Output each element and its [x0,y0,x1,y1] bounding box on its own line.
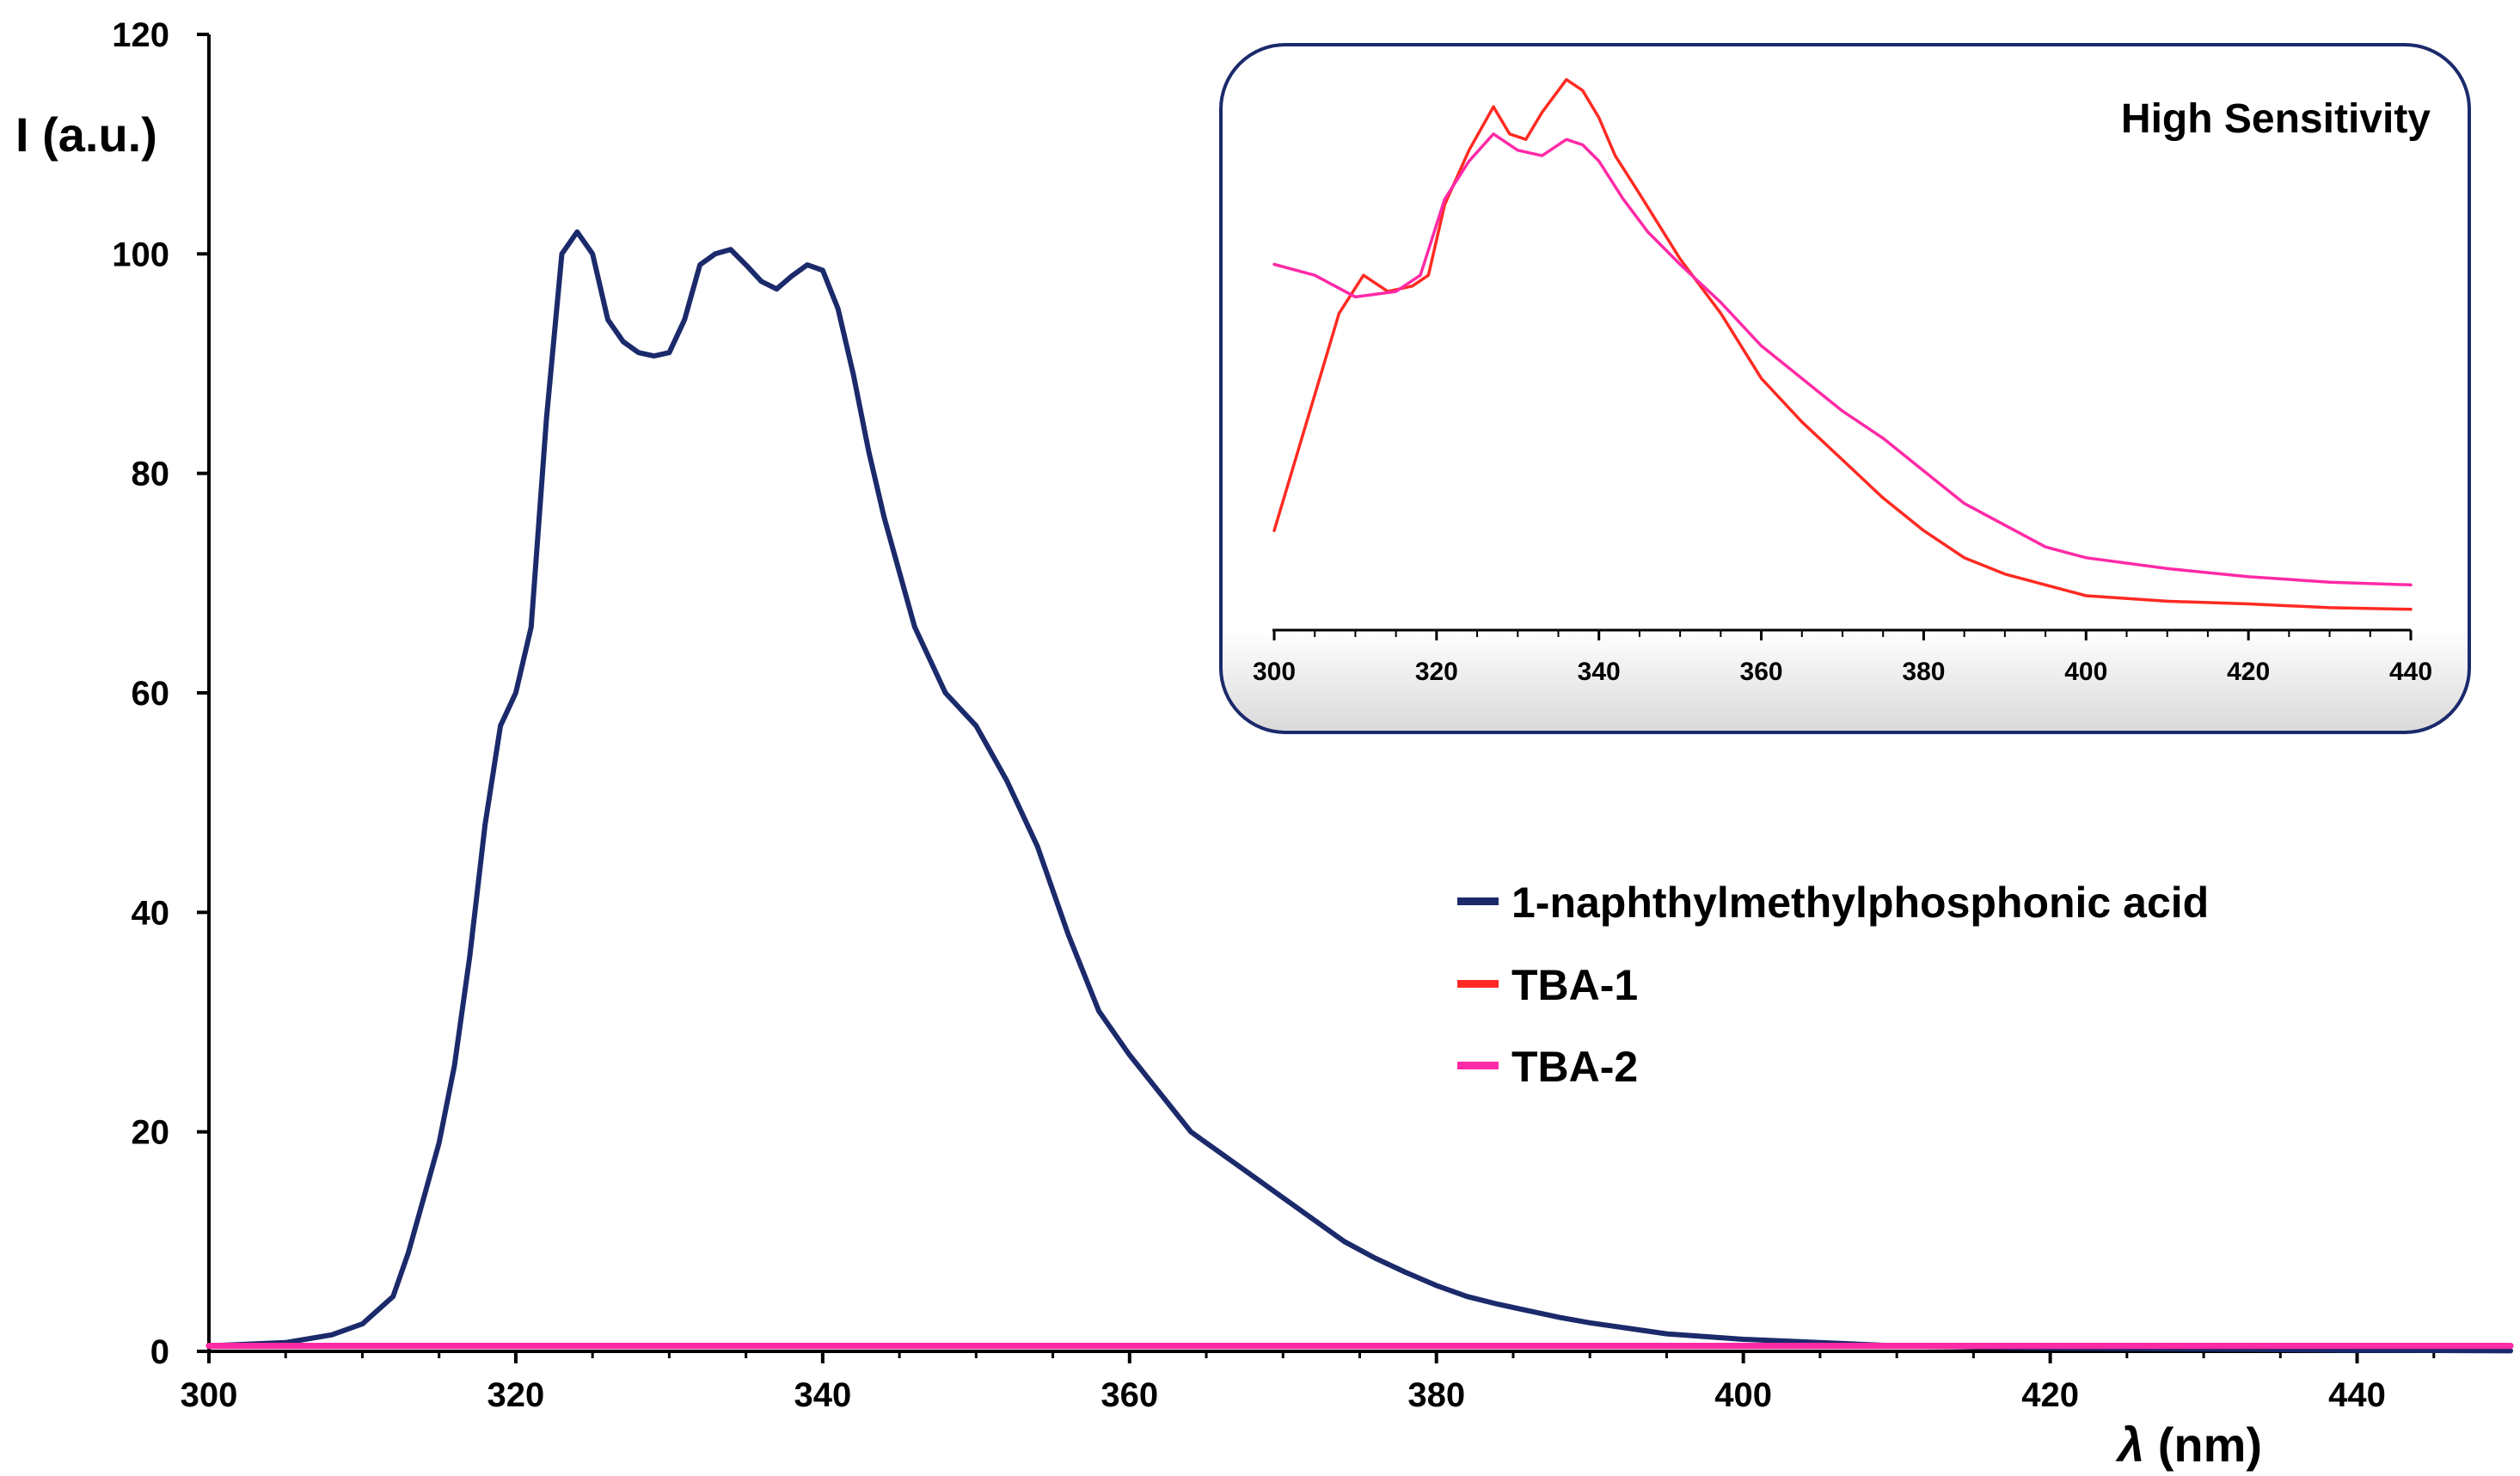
legend-swatch-tba2 [1457,1062,1499,1069]
x-tick-label-380: 380 [1407,1376,1465,1414]
x-tick-label-320: 320 [487,1376,545,1414]
inset-x-tick-label-300: 300 [1253,658,1296,686]
main-y-ticks: 0 20 40 60 80 100 120 [112,16,209,1371]
inset-series [1272,77,2413,611]
inset-x-ticks: 300 320 340 360 380 400 420 440 [1253,630,2432,686]
inset-x-tick-label-380: 380 [1902,658,1945,686]
legend: 1-naphthylmethylphosphonic acid TBA-1 TB… [1457,879,2209,1091]
y-tick-label-80: 80 [132,456,170,493]
y-axis-title: I (a.u.) [15,107,157,162]
main-series [205,229,2514,1354]
inset-x-tick-label-340: 340 [1578,658,1621,686]
inset-x-tick-label-360: 360 [1740,658,1783,686]
y-tick-label-100: 100 [112,236,169,273]
legend-label-tba1: TBA-1 [1511,961,1638,1009]
legend-swatch-naphthyl [1457,897,1499,905]
inset-panel: High Sensitivity 300 320 340 360 380 400 420 44… [1219,43,2471,734]
y-tick-label-60: 60 [132,675,170,713]
inset-series-line-tba-2 [1272,132,2413,587]
inset-x-tick-label-440: 440 [2389,658,2432,686]
x-axis-title: λ (nm) [2115,1418,2262,1472]
main-plot: 0 20 40 60 80 100 120 300 320 340 360 380 400 420 440… [15,16,2514,1472]
x-tick-label-420: 420 [2021,1376,2079,1414]
y-tick-label-40: 40 [132,894,170,932]
legend-label-tba2: TBA-2 [1511,1043,1638,1091]
series-line-1-naphthylmethylphosphonic-acid [206,229,2513,1354]
inset-x-tick-label-400: 400 [2064,658,2107,686]
y-tick-label-0: 0 [150,1333,169,1371]
y-tick-label-20: 20 [132,1114,170,1152]
x-tick-label-360: 360 [1101,1376,1158,1414]
x-axis-unit: (nm) [2144,1418,2262,1472]
y-tick-label-120: 120 [112,16,169,54]
x-axis-symbol: λ [2115,1418,2144,1472]
main-x-ticks: 300 320 340 360 380 400 420 440 [181,1351,2436,1414]
inset-series-line-tba-1 [1272,77,2413,611]
inset-frame [1219,43,2471,734]
inset-x-tick-label-420: 420 [2227,658,2270,686]
legend-label-naphthyl: 1-naphthylmethylphosphonic acid [1511,879,2209,927]
x-tick-label-440: 440 [2328,1376,2386,1414]
x-tick-label-400: 400 [1714,1376,1772,1414]
x-tick-label-300: 300 [181,1376,238,1414]
inset-title: High Sensitivity [2121,96,2431,142]
x-tick-label-340: 340 [794,1376,851,1414]
inset-x-tick-label-320: 320 [1415,658,1458,686]
legend-swatch-tba1 [1457,980,1499,988]
